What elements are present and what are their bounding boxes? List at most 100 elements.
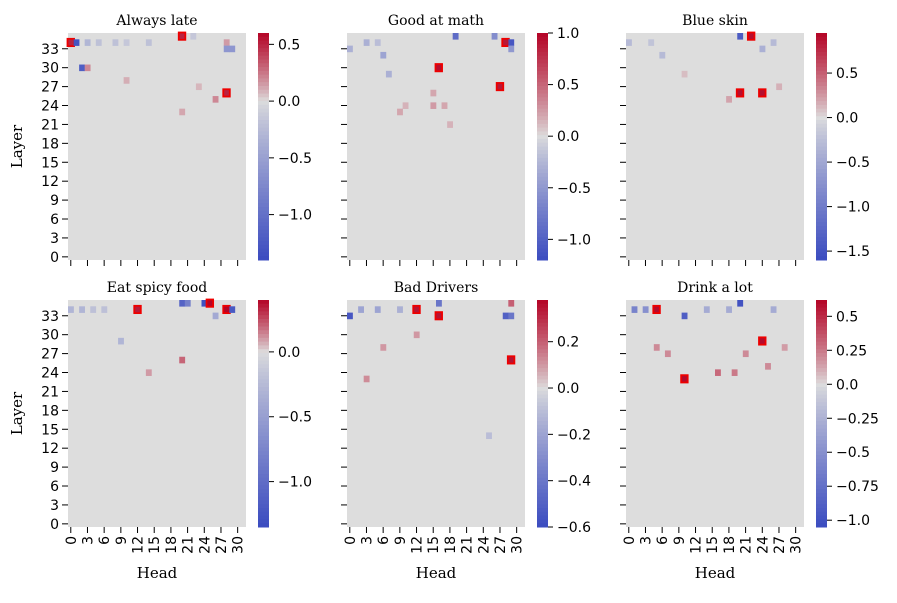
x-tick-label: 24 — [755, 536, 771, 554]
colorbar-segment — [537, 398, 548, 403]
y-tick-label: 18 — [41, 403, 59, 419]
colorbar-segment — [816, 108, 827, 113]
colorbar-segment — [537, 360, 548, 365]
colorbar-segment — [537, 82, 548, 87]
colorbar-segment — [258, 40, 269, 45]
heatmap-cell — [502, 312, 509, 320]
colorbar-segment — [258, 108, 269, 113]
heatmap-cell — [737, 33, 744, 40]
y-tick-label: 0 — [50, 517, 59, 533]
heatmap-cell — [626, 39, 632, 46]
colorbar-segment — [537, 123, 548, 129]
x-tick-label: 15 — [426, 536, 442, 554]
colorbar-segment — [258, 443, 269, 449]
colorbar-segment — [816, 131, 827, 136]
colorbar: −1.0 −0.5 0.0 0.5 1.0 — [537, 26, 591, 261]
x-tick-label: 0 — [64, 536, 80, 545]
colorbar-segment — [537, 413, 548, 418]
colorbar-segment — [537, 59, 548, 64]
y-tick-label: 33 — [41, 309, 59, 325]
colorbar-segment — [258, 161, 269, 166]
panel-title: Bad Drivers — [394, 280, 479, 296]
colorbar-segment — [537, 356, 548, 362]
heatmap-background — [68, 300, 246, 527]
heatmap-cell — [223, 89, 230, 97]
colorbar-segment — [816, 44, 827, 49]
heatmap-cell — [84, 39, 91, 46]
colorbar-segment — [258, 439, 269, 445]
colorbar-segment — [537, 481, 548, 486]
heatmap-cell — [347, 312, 353, 320]
y-tick-label: 30 — [41, 61, 59, 77]
panel-1: Always late 0 3 6 9 12 15 18 21 24 27 30 33 Layer −1.0… — [8, 13, 312, 266]
colorbar-segment — [816, 318, 827, 324]
colorbar-tick-label: 0.5 — [836, 309, 858, 325]
colorbar-segment — [258, 330, 269, 335]
colorbar-segment — [816, 127, 827, 132]
colorbar-segment — [816, 63, 827, 68]
colorbar-segment — [816, 93, 827, 98]
heatmap-cell — [436, 312, 442, 320]
colorbar-segment — [258, 451, 269, 456]
colorbar-segment — [816, 112, 827, 117]
colorbar-segment — [537, 409, 548, 414]
colorbar-segment — [537, 146, 548, 151]
colorbar-tick-label: 0.0 — [557, 381, 579, 397]
heatmap-cell — [118, 337, 124, 345]
colorbar-segment — [258, 214, 269, 219]
colorbar-segment — [816, 326, 827, 331]
colorbar-segment — [258, 334, 269, 339]
heatmap-cell — [380, 344, 387, 351]
colorbar-segment — [816, 135, 827, 140]
x-tick-label: 6 — [376, 536, 392, 545]
colorbar-segment — [816, 455, 827, 460]
colorbar-segment — [816, 356, 827, 362]
colorbar-segment — [537, 349, 548, 354]
colorbar-segment — [258, 203, 269, 208]
colorbar-segment — [816, 409, 827, 414]
heatmap-cell — [631, 306, 638, 313]
colorbar-segment — [258, 237, 269, 242]
panel-2: Good at math −1.0 −0.5 0.0 0.5 1.0 — [341, 13, 591, 266]
colorbar-segment — [537, 515, 548, 520]
colorbar-segment — [816, 184, 827, 189]
colorbar-segment — [816, 402, 827, 407]
colorbar-segment — [537, 504, 548, 509]
colorbar-segment — [258, 63, 269, 68]
colorbar-segment — [816, 248, 827, 253]
colorbar-tick-label: −1.0 — [836, 200, 870, 216]
colorbar-segment — [537, 74, 548, 79]
colorbar-segment — [816, 195, 827, 200]
colorbar-segment — [537, 485, 548, 490]
colorbar-segment — [258, 55, 269, 60]
colorbar-segment — [816, 481, 827, 486]
colorbar-segment — [537, 352, 548, 358]
colorbar-segment — [537, 496, 548, 502]
colorbar-segment — [537, 157, 548, 163]
colorbar-segment — [258, 104, 269, 110]
panel-3: Blue skin −1.5 −1.0 −0.5 0.0 0.5 — [620, 13, 870, 266]
colorbar-segment — [258, 462, 269, 467]
colorbar-segment — [537, 184, 548, 189]
colorbar-segment — [816, 36, 827, 42]
colorbar-segment — [258, 85, 269, 91]
colorbar-tick-label: 0.2 — [557, 335, 579, 351]
colorbar-segment — [816, 311, 827, 316]
highlight-box — [746, 31, 756, 41]
x-tick-label: 30 — [789, 536, 805, 554]
colorbar-segment — [537, 36, 548, 42]
colorbar-segment — [258, 123, 269, 129]
colorbar-segment — [258, 364, 269, 369]
colorbar-segment — [258, 477, 269, 483]
x-tick-label: 3 — [638, 536, 654, 545]
colorbar-segment — [816, 428, 827, 433]
colorbar-segment — [537, 70, 548, 76]
colorbar-segment — [816, 207, 827, 212]
x-tick-label: 9 — [672, 536, 688, 545]
colorbar-segment — [537, 492, 548, 498]
colorbar-segment — [816, 138, 827, 144]
colorbar-segment — [537, 237, 548, 242]
heatmap-background — [347, 300, 525, 527]
x-tick-label: 27 — [772, 536, 788, 554]
highlight-box — [506, 355, 516, 365]
